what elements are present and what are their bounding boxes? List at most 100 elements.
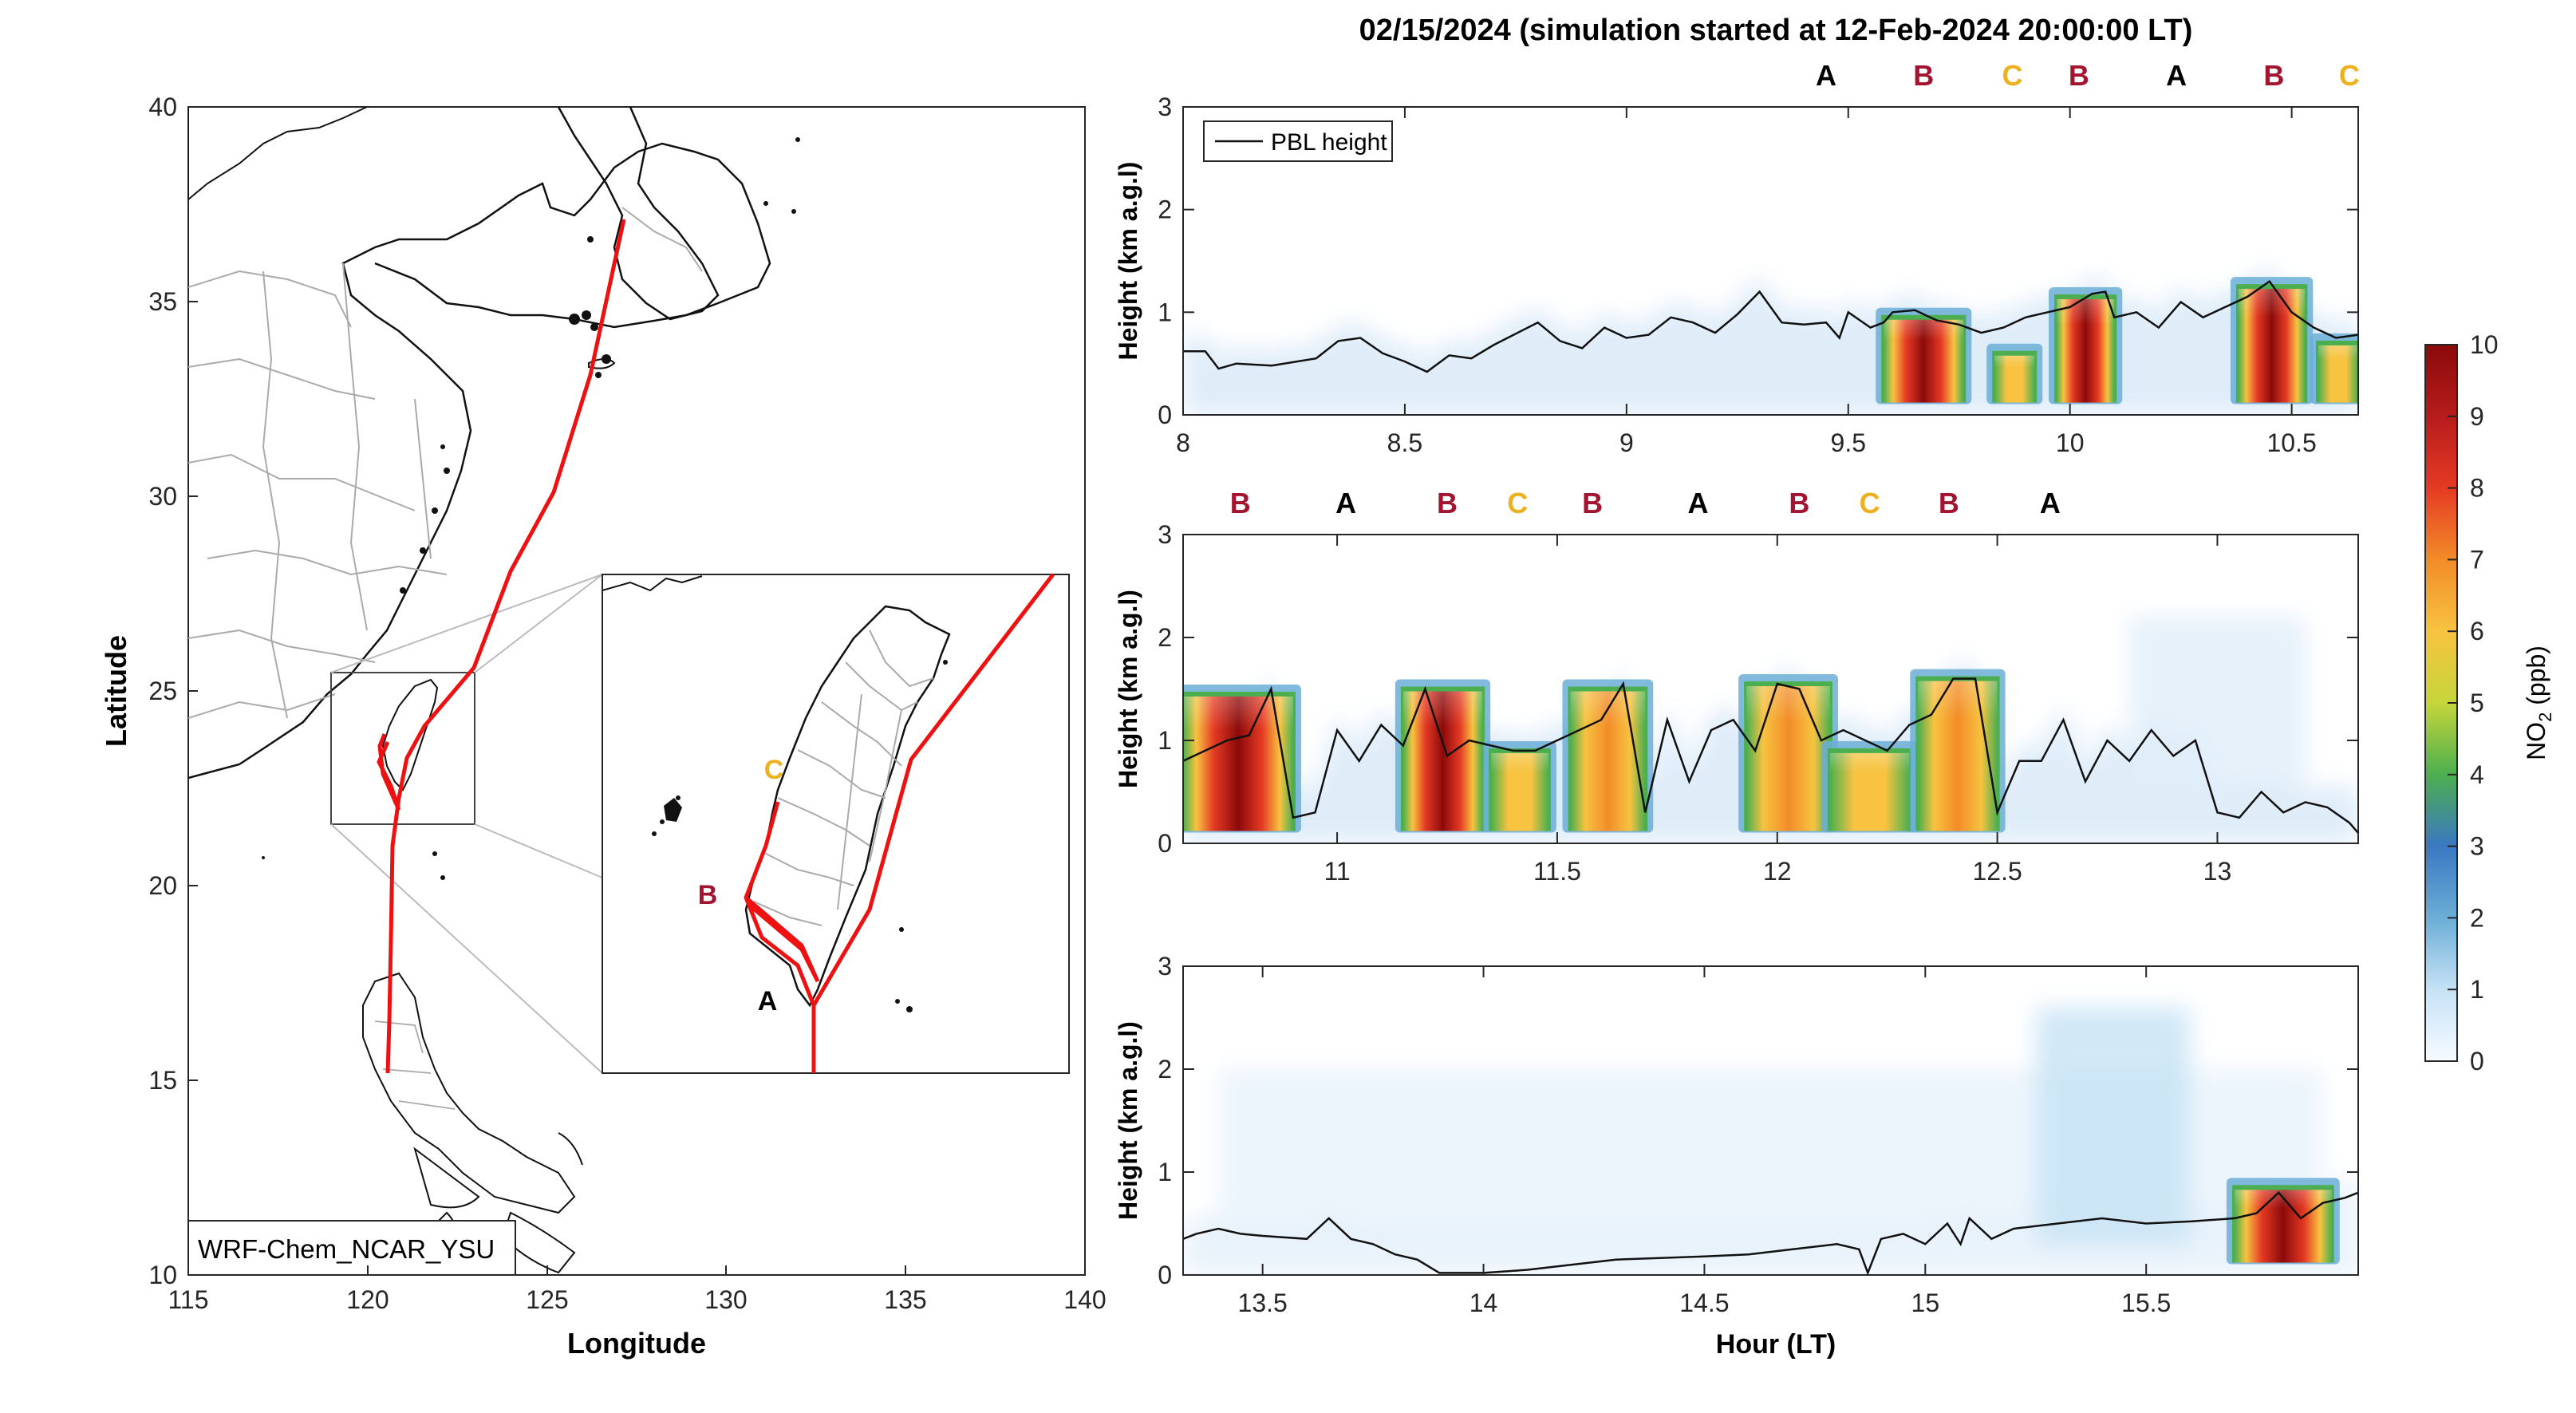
no2-plume bbox=[2226, 1178, 2340, 1265]
y-tick-label: 2 bbox=[1158, 195, 1172, 224]
small-islands bbox=[262, 137, 800, 880]
pbl-line-group bbox=[1183, 279, 2358, 373]
no2-plume-shade bbox=[1994, 355, 2035, 403]
site-label-A: A bbox=[1816, 59, 1836, 92]
inset-flight-track-loop bbox=[744, 801, 820, 1006]
korea-coastline bbox=[557, 107, 720, 321]
y-axis-label: Height (km a.g.l) bbox=[1114, 1021, 1142, 1220]
no2-plume bbox=[1562, 679, 1654, 833]
map-ytick-15: 15 bbox=[148, 1066, 177, 1095]
site-label-B: B bbox=[1913, 59, 1934, 92]
colorbar-tick-label: 10 bbox=[2470, 330, 2499, 359]
site-label-A: A bbox=[1335, 487, 1356, 519]
map-xtick-130: 130 bbox=[704, 1285, 747, 1314]
colorbar-label-unit: (ppb) bbox=[2522, 645, 2550, 712]
no2-plume-shade bbox=[1918, 681, 1998, 831]
inset-label-A: A bbox=[758, 986, 778, 1016]
site-label-B: B bbox=[1582, 487, 1603, 519]
no2-plume bbox=[1821, 740, 1918, 833]
x-tick-label: 9 bbox=[1619, 428, 1634, 457]
no2-plume-shade bbox=[1402, 691, 1483, 831]
no2-plume-shade bbox=[2234, 1190, 2332, 1263]
luzon-outline bbox=[362, 972, 576, 1214]
zoom-line-top bbox=[330, 574, 603, 673]
no2-plume bbox=[2230, 277, 2314, 405]
no2-plume bbox=[1183, 684, 1301, 833]
site-label-C: C bbox=[2339, 59, 2360, 92]
no2-plume bbox=[2049, 287, 2123, 405]
site-label-B: B bbox=[2263, 59, 2284, 92]
y-tick-label: 2 bbox=[1158, 1055, 1172, 1083]
plot-axes-box bbox=[1182, 106, 2359, 416]
map-xtick-115: 115 bbox=[168, 1285, 208, 1314]
inset-label-B: B bbox=[698, 880, 718, 910]
pbl-height-line bbox=[1183, 1190, 2358, 1275]
no2-plume-shade bbox=[2318, 345, 2358, 403]
colorbar-ticks: 0 1 2 3 4 5 6 7 8 9 10 bbox=[2448, 330, 2499, 1076]
inset-label-C: C bbox=[764, 755, 784, 785]
map-panel: C B A WRF-Chem_NCAR_YSU 115 120 125 130 … bbox=[100, 93, 1107, 1360]
legend-label: PBL height bbox=[1271, 129, 1387, 156]
flight-track-taiwan bbox=[377, 733, 401, 811]
province-borders bbox=[188, 207, 703, 719]
inset-county-borders bbox=[753, 630, 934, 926]
y-tick-label: 0 bbox=[1158, 1261, 1172, 1289]
map-xtick-120: 120 bbox=[346, 1285, 389, 1314]
x-tick-label: 10 bbox=[2056, 428, 2085, 457]
map-ytick-25: 25 bbox=[148, 677, 177, 705]
pbl-line-group bbox=[1183, 677, 2358, 834]
map-ytick-20: 20 bbox=[148, 871, 177, 900]
x-tick-label: 11 bbox=[1324, 857, 1350, 886]
site-label-A: A bbox=[2166, 59, 2187, 92]
y-tick-label: 2 bbox=[1158, 623, 1172, 652]
y-tick-label: 3 bbox=[1158, 93, 1172, 121]
y-tick-label: 3 bbox=[1158, 952, 1172, 981]
colorbar-label-main: NO bbox=[2522, 722, 2550, 760]
x-tick-label: 13 bbox=[2203, 857, 2232, 886]
x-tick-label: 15.5 bbox=[2121, 1289, 2171, 1317]
no2-background-blur bbox=[1183, 1007, 2358, 1275]
china-coastline bbox=[188, 142, 771, 780]
x-tick-label: 10.5 bbox=[2266, 428, 2316, 457]
colorbar-tick-label: 6 bbox=[2470, 617, 2484, 645]
inset-penghu bbox=[664, 798, 682, 822]
figure-title: 02/15/2024 (simulation started at 12-Feb… bbox=[1359, 14, 2193, 47]
zoom-line-upper bbox=[474, 574, 603, 673]
model-label: WRF-Chem_NCAR_YSU bbox=[198, 1234, 495, 1264]
pbl-height-line bbox=[1183, 677, 2358, 834]
no2-plume bbox=[1910, 669, 2006, 833]
x-tick-label: 11.5 bbox=[1533, 857, 1581, 886]
map-ytick-35: 35 bbox=[148, 287, 177, 316]
model-label-box bbox=[187, 1220, 516, 1276]
plot-axes-box bbox=[1182, 534, 2359, 844]
curtain-panel-1: 8 8.5 9 9.5 10 10.5 0 1 2 3 Height (km a.g.l) A B C B A… bbox=[1114, 59, 2360, 457]
no2-plume-shade bbox=[1884, 319, 1964, 403]
map-ytick-40: 40 bbox=[148, 93, 177, 121]
colorbar-tick-label: 9 bbox=[2470, 402, 2484, 431]
x-tick-label: 14.5 bbox=[1679, 1289, 1729, 1317]
site-label-B: B bbox=[1789, 487, 1809, 519]
no2-plume-shade bbox=[1746, 686, 1830, 831]
map-xtick-140: 140 bbox=[1063, 1285, 1106, 1314]
site-label-B: B bbox=[1230, 487, 1251, 519]
x-tick-label: 12.5 bbox=[1972, 857, 2022, 886]
site-label-A: A bbox=[1687, 487, 1708, 519]
colorbar-tick-label: 2 bbox=[2470, 903, 2484, 932]
curtain-panel-3: 13.5 14 14.5 15 15.5 0 1 2 3 Height (km a.g.l) bbox=[1114, 952, 2359, 1317]
shared-xlabel: Hour (LT) bbox=[1716, 1329, 1836, 1360]
colorbar-tick-label: 7 bbox=[2470, 545, 2484, 574]
site-label-B: B bbox=[1939, 487, 1959, 519]
no2-wash-column bbox=[2129, 617, 2306, 792]
y-axis-label: Height (km a.g.l) bbox=[1114, 162, 1142, 361]
site-label-C: C bbox=[2002, 59, 2022, 92]
inset-flight-track bbox=[811, 573, 1055, 1073]
inset-coast-north bbox=[602, 575, 703, 592]
y-tick-label: 0 bbox=[1158, 829, 1172, 858]
y-tick-label: 1 bbox=[1158, 1158, 1172, 1186]
x-tick-label: 8 bbox=[1176, 428, 1190, 457]
map-yticks: 10 15 20 25 30 35 40 bbox=[148, 93, 177, 1289]
site-label-B: B bbox=[2069, 59, 2089, 92]
plot-axes-box bbox=[1182, 965, 2359, 1276]
x-tick-label: 8.5 bbox=[1387, 428, 1422, 457]
